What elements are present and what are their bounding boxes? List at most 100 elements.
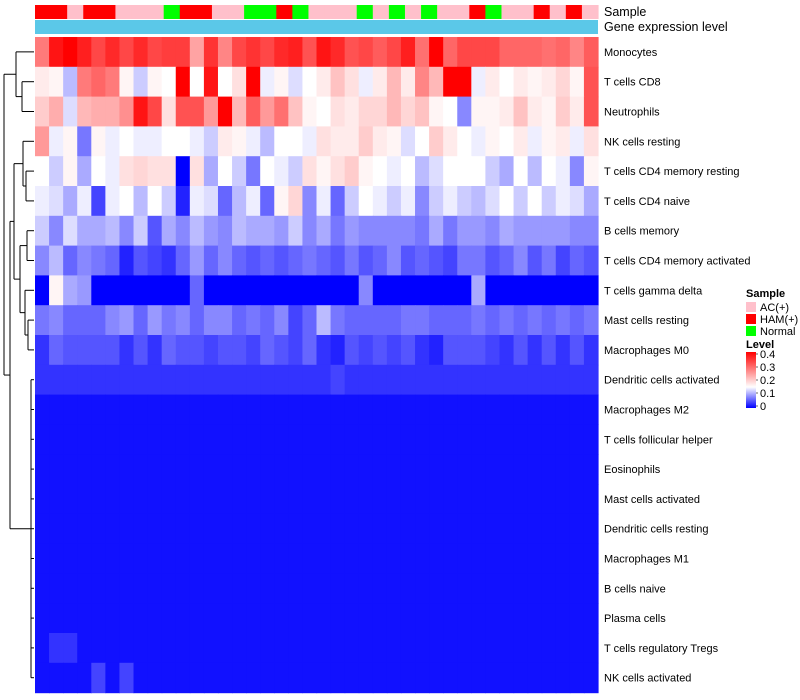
heatmap-cell bbox=[274, 484, 289, 515]
legend-tick-label: 0 bbox=[760, 401, 766, 413]
heatmap-cell bbox=[457, 156, 472, 187]
heatmap-cell bbox=[386, 126, 402, 157]
heatmap-cell bbox=[415, 633, 430, 664]
sample-annotation-cell bbox=[67, 5, 84, 19]
heatmap-cell bbox=[274, 424, 289, 455]
legend-sample-items: AC(+)HAM(+)Normal bbox=[746, 302, 798, 338]
heatmap-cell bbox=[400, 275, 416, 306]
heatmap-cell bbox=[415, 37, 430, 68]
heatmap-cell bbox=[344, 305, 360, 336]
heatmap-cell bbox=[274, 66, 289, 98]
heatmap-cell bbox=[443, 424, 458, 455]
heatmap-cell bbox=[119, 454, 135, 485]
row-label: T cells CD4 memory resting bbox=[604, 166, 740, 178]
heatmap-cell bbox=[189, 394, 205, 425]
heatmap-cell bbox=[372, 186, 388, 217]
heatmap-cell bbox=[429, 633, 444, 664]
heatmap-cell bbox=[386, 543, 402, 574]
heatmap-cell bbox=[527, 186, 543, 217]
heatmap-cell bbox=[372, 156, 388, 187]
heatmap-cell bbox=[161, 394, 177, 425]
heatmap-cell bbox=[555, 543, 571, 574]
heatmap-cell bbox=[133, 394, 149, 425]
heatmap-cell bbox=[330, 126, 346, 157]
heatmap-cell bbox=[203, 364, 219, 396]
heatmap-cell bbox=[49, 543, 64, 574]
heatmap-cell bbox=[583, 37, 599, 68]
heatmap-cell bbox=[302, 394, 318, 425]
sample-annotation-cell bbox=[517, 5, 535, 19]
heatmap-cell bbox=[63, 633, 78, 664]
heatmap-cell bbox=[217, 126, 233, 157]
sample-annotation-cell bbox=[372, 5, 390, 19]
heatmap-cell bbox=[133, 633, 149, 664]
heatmap-cell bbox=[499, 96, 515, 127]
heatmap-cell bbox=[302, 513, 318, 545]
heatmap-cell bbox=[35, 305, 50, 336]
heatmap-cell bbox=[457, 37, 472, 68]
heatmap-cell bbox=[274, 245, 289, 276]
legend-swatch bbox=[746, 314, 756, 324]
heatmap-cell bbox=[358, 245, 374, 276]
heatmap-cell bbox=[260, 484, 275, 515]
heatmap-cell bbox=[203, 37, 219, 68]
heatmap-cell bbox=[457, 364, 472, 396]
heatmap-cell bbox=[527, 126, 543, 157]
heatmap-cell bbox=[105, 484, 121, 515]
heatmap-cell bbox=[161, 513, 177, 545]
heatmap-cell bbox=[358, 603, 374, 634]
heatmap-cell bbox=[415, 186, 430, 217]
heatmap-cell bbox=[499, 424, 515, 455]
heatmap-cell bbox=[105, 633, 121, 664]
heatmap-cell bbox=[274, 96, 289, 127]
heatmap-cell bbox=[217, 66, 233, 98]
legend-tick-label: 0.1 bbox=[760, 388, 775, 400]
heatmap-cell bbox=[415, 66, 430, 98]
heatmap-cell bbox=[471, 275, 486, 306]
heatmap-cell bbox=[499, 66, 515, 98]
heatmap-cell bbox=[471, 662, 486, 694]
heatmap-cell bbox=[189, 662, 205, 694]
legend: Sample AC(+)HAM(+)Normal Level 0.40.30.2… bbox=[746, 288, 798, 413]
heatmap-cell bbox=[443, 662, 458, 694]
heatmap-cell bbox=[513, 186, 529, 217]
heatmap-cell bbox=[443, 156, 458, 187]
heatmap-cell bbox=[274, 156, 289, 187]
heatmap-cell bbox=[217, 633, 233, 664]
row-label: T cells gamma delta bbox=[604, 285, 703, 297]
heatmap-cell bbox=[63, 513, 78, 545]
heatmap-cell bbox=[274, 305, 289, 336]
heatmap-cell bbox=[91, 573, 106, 604]
heatmap-cell bbox=[330, 454, 346, 485]
heatmap-cell bbox=[358, 305, 374, 336]
heatmap-cell bbox=[105, 543, 121, 574]
heatmap-cell bbox=[203, 275, 219, 306]
heatmap-cell bbox=[35, 662, 50, 694]
heatmap-cell bbox=[386, 305, 402, 336]
heatmap-cell bbox=[541, 394, 557, 425]
heatmap-cell bbox=[569, 37, 585, 68]
heatmap-cell bbox=[35, 513, 50, 545]
heatmap-cell bbox=[288, 394, 304, 425]
heatmap-cell bbox=[260, 662, 275, 694]
heatmap-cell bbox=[457, 335, 472, 366]
heatmap-cell bbox=[232, 484, 247, 515]
heatmap-cell bbox=[63, 573, 78, 604]
heatmap-cell bbox=[344, 215, 360, 247]
heatmap-cell bbox=[161, 66, 177, 98]
heatmap-cell bbox=[386, 424, 402, 455]
heatmap-cell bbox=[429, 186, 444, 217]
heatmap-cell bbox=[429, 275, 444, 306]
heatmap-cell bbox=[583, 424, 599, 455]
heatmap-cell bbox=[260, 513, 275, 545]
heatmap-cell bbox=[513, 66, 529, 98]
heatmap-cell bbox=[260, 66, 275, 98]
heatmap-cell bbox=[189, 245, 205, 276]
heatmap-cell bbox=[386, 245, 402, 276]
heatmap-cell bbox=[161, 573, 177, 604]
heatmap-cell bbox=[189, 603, 205, 634]
heatmap-cell bbox=[246, 96, 261, 127]
heatmap-cell bbox=[541, 245, 557, 276]
heatmap-cell bbox=[63, 394, 78, 425]
heatmap-cell bbox=[555, 633, 571, 664]
